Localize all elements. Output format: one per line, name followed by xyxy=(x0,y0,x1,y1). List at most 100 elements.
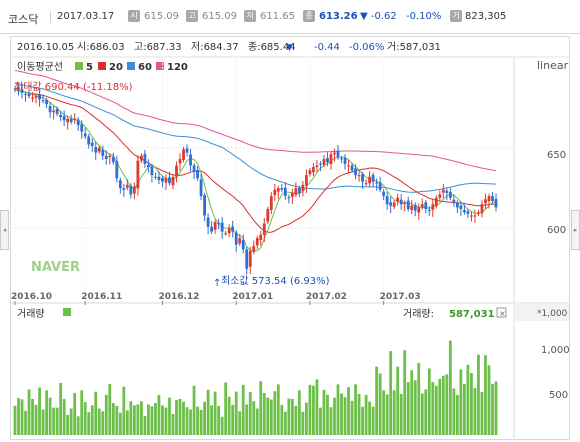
chart-svg[interactable]: 2016.10.05 시:686.03 고:687.33 저:684.37 종:… xyxy=(11,37,570,439)
date-axis: 2016.10 2016.11 2016.12 2017.01 2017.02 2017.… xyxy=(11,292,421,305)
volume-bar xyxy=(48,397,52,435)
candle-body xyxy=(213,221,217,230)
max-value-note: 최대값 690.44 (-11.18%) xyxy=(14,81,133,93)
volume-bar xyxy=(206,389,210,435)
candle-body xyxy=(231,226,235,232)
candle-body xyxy=(326,158,329,163)
candle-body xyxy=(48,106,52,113)
volume-bar xyxy=(441,375,445,435)
volume-bar xyxy=(357,393,361,435)
volume-bar xyxy=(371,406,375,435)
volume-bar xyxy=(368,401,372,435)
volume-swatch xyxy=(63,308,71,316)
volume-bar xyxy=(427,368,431,435)
volume-bar xyxy=(283,411,287,435)
info-open: 시:686.03 xyxy=(77,41,125,53)
volume-bar xyxy=(297,390,301,435)
volume-bar xyxy=(52,407,56,435)
volume-bar xyxy=(164,407,168,435)
date-tick-label: 2016.12 xyxy=(158,292,199,302)
close-icon[interactable] xyxy=(496,307,507,318)
volume-bar xyxy=(280,404,284,435)
quote-date: 2017.03.17 xyxy=(57,11,115,22)
ma-legend-title: 이동평균선 xyxy=(17,61,63,73)
volume-bar xyxy=(20,399,24,435)
candle-body xyxy=(368,176,372,184)
candle-body xyxy=(108,155,112,158)
volume-bar xyxy=(340,393,343,435)
volume-bar xyxy=(403,350,407,435)
candle-body xyxy=(280,188,284,190)
candle-body xyxy=(189,154,192,166)
divider xyxy=(50,11,51,23)
high-value: 615.09 xyxy=(202,11,237,22)
ma5-swatch xyxy=(75,62,83,70)
volume-bar xyxy=(104,394,108,435)
volume-bar xyxy=(108,383,112,435)
volume-bar xyxy=(392,390,396,435)
candle-body xyxy=(340,158,343,160)
candle-body xyxy=(294,188,298,195)
candle-body xyxy=(171,176,175,186)
volume-bar xyxy=(322,389,326,435)
volume-bar xyxy=(276,384,280,435)
volume-bar xyxy=(312,385,315,435)
info-close: 종:685.44 xyxy=(248,41,296,53)
volume-bar xyxy=(262,393,266,435)
volume-bar xyxy=(234,391,238,435)
volume-bar xyxy=(480,392,484,435)
candle-body xyxy=(150,166,154,176)
volume-bar xyxy=(154,403,157,435)
scroll-right-handle[interactable]: ▸ xyxy=(571,210,580,250)
candle-body xyxy=(308,170,312,175)
candle-body xyxy=(448,191,452,198)
candle-body xyxy=(336,150,340,158)
candle-body xyxy=(34,96,38,98)
volume-bar xyxy=(448,340,452,435)
volume-bar xyxy=(354,384,357,435)
ma20-swatch xyxy=(98,62,106,70)
scroll-left-handle[interactable]: ◂ xyxy=(0,210,9,250)
candle-body xyxy=(104,155,108,160)
candle-body xyxy=(438,194,442,198)
candle-body xyxy=(347,165,350,167)
candle-body xyxy=(234,232,238,245)
close-icon-glyph: × xyxy=(499,309,506,318)
volume-bar xyxy=(406,382,410,435)
candle-body xyxy=(199,179,203,197)
ma5-label: 5 xyxy=(86,62,93,73)
candle-body xyxy=(255,238,259,246)
candle-body xyxy=(354,168,357,176)
volume-bar xyxy=(224,382,228,435)
volume-bar xyxy=(83,402,87,435)
candle-body xyxy=(31,97,34,99)
candle-body xyxy=(378,182,382,190)
volume-bar xyxy=(347,387,350,435)
volume-bar xyxy=(55,407,59,435)
volume-bar xyxy=(139,401,143,435)
volume-bar xyxy=(41,409,45,435)
volume-badge: 거 xyxy=(450,10,462,22)
candle-body xyxy=(73,118,77,120)
volume-bar xyxy=(129,401,133,435)
candle-body xyxy=(87,136,91,145)
candle-body xyxy=(287,197,291,199)
ma120-swatch xyxy=(156,62,164,70)
volume-bar xyxy=(87,412,91,435)
chart-container[interactable]: 2016.10.05 시:686.03 고:687.33 저:684.37 종:… xyxy=(10,36,570,440)
candle-body xyxy=(297,188,301,193)
candle-body xyxy=(452,199,456,203)
candle-body xyxy=(132,186,136,194)
candle-body xyxy=(494,199,498,208)
volume-bar xyxy=(196,406,199,435)
volume-bar xyxy=(329,407,333,435)
volume-bar xyxy=(266,397,270,435)
candle-body xyxy=(413,204,417,211)
candle-body xyxy=(357,175,361,177)
volume-bar xyxy=(273,391,277,435)
candle-body xyxy=(41,100,45,102)
volume-bar xyxy=(171,414,175,435)
candle-body xyxy=(252,246,256,252)
volume-bar xyxy=(350,400,354,435)
scale-label[interactable]: linear xyxy=(537,59,569,72)
